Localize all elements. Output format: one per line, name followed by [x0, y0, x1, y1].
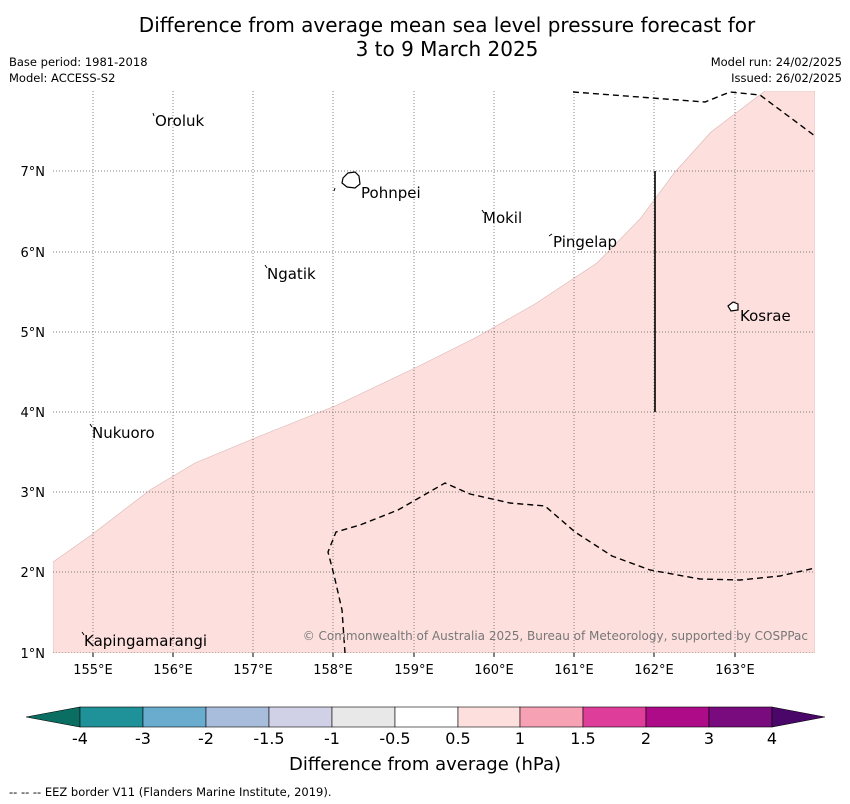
- place-mokil: Mokil: [483, 209, 522, 227]
- kosrae-island: [727, 301, 739, 312]
- colorbar-title: Difference from average (hPa): [288, 754, 562, 775]
- colorbar-segment: [708, 706, 773, 728]
- model-name: Model: ACCESS-S2: [9, 71, 116, 85]
- meta-right: Model run: 24/02/2025 Issued: 26/02/2025: [711, 54, 842, 86]
- colorbar-tick-label: 1: [514, 729, 526, 748]
- lat-label: 2°N: [21, 566, 46, 581]
- issued-date: Issued: 26/02/2025: [731, 71, 842, 85]
- colorbar-segment: [142, 706, 207, 728]
- lat-label: 1°N: [21, 647, 46, 662]
- lon-label: 160°E: [474, 663, 514, 678]
- colorbar-segment: [645, 706, 710, 728]
- lon-label: 157°E: [233, 663, 273, 678]
- lon-label: 161°E: [554, 663, 594, 678]
- place-nukuoro: Nukuoro: [92, 424, 155, 442]
- place-labels: Oroluk Pohnpei Mokil Pingelap Ngatik Kos…: [84, 112, 791, 650]
- colorbar-tick-label: -4: [72, 729, 88, 748]
- base-period: Base period: 1981-2018: [9, 55, 148, 69]
- colorbar-labels: -4 -3 -2 -1.5 -1 -0.5 0.5 1 1.5 2 3 4: [0, 729, 850, 751]
- colorbar-tick-label: 3: [703, 729, 715, 748]
- colorbar-tick-label: 1.5: [570, 729, 596, 748]
- lon-label: 159°E: [394, 663, 434, 678]
- longitude-labels: 155°E 156°E 157°E 158°E 159°E 160°E 161°…: [73, 663, 755, 678]
- title-line-1: Difference from average mean sea level p…: [138, 13, 756, 37]
- colorbar-tick-label: -0.5: [379, 729, 411, 748]
- tick-marks: [92, 653, 736, 657]
- colorbar-tick-label: -1: [324, 729, 340, 748]
- place-kapingamarangi: Kapingamarangi: [84, 632, 207, 650]
- colorbar-segment: [582, 706, 647, 728]
- place-pingelap: Pingelap: [553, 233, 617, 251]
- atoll-marks: [81, 112, 553, 636]
- colorbar-tick-label: -1.5: [253, 729, 285, 748]
- colorbar-segment: [394, 706, 459, 728]
- place-ngatik: Ngatik: [267, 265, 316, 283]
- grid-lines: [53, 91, 815, 653]
- colorbar-tick-label: 4: [766, 729, 778, 748]
- model-run: Model run: 24/02/2025: [710, 55, 842, 69]
- lat-label: 4°N: [21, 406, 46, 421]
- colorbar-segment: [25, 706, 81, 728]
- colorbar-segment: [79, 706, 144, 728]
- colorbar-segment: [205, 706, 270, 728]
- colorbar-tick-label: 0.5: [445, 729, 471, 748]
- lat-label: 6°N: [21, 246, 46, 261]
- map-title: Difference from average mean sea level p…: [0, 13, 850, 61]
- colorbar: [25, 706, 826, 728]
- lat-label: 5°N: [21, 326, 46, 341]
- eez-borders: [327, 91, 815, 653]
- place-kosrae: Kosrae: [740, 307, 791, 325]
- lat-label: 7°N: [21, 165, 46, 180]
- meta-left: Base period: 1981-2018 Model: ACCESS-S2: [9, 54, 148, 86]
- eez-footnote: -- -- -- EEZ border V11 (Flanders Marine…: [9, 785, 332, 799]
- place-oroluk: Oroluk: [155, 112, 204, 130]
- lon-label: 163°E: [715, 663, 755, 678]
- colorbar-segment: [331, 706, 396, 728]
- colorbar-segment: [457, 706, 521, 728]
- colorbar-segment: [268, 706, 333, 728]
- lon-label: 156°E: [153, 663, 193, 678]
- place-pohnpei: Pohnpei: [361, 184, 421, 202]
- title-line-2: 3 to 9 March 2025: [355, 37, 539, 61]
- lon-label: 155°E: [73, 663, 113, 678]
- pohnpei-island: [341, 171, 361, 189]
- colorbar-tick-label: 2: [640, 729, 652, 748]
- lon-label: 158°E: [313, 663, 353, 678]
- lat-label: 3°N: [21, 486, 46, 501]
- lon-label: 162°E: [634, 663, 674, 678]
- pressure-anomaly-area: [53, 91, 815, 653]
- colorbar-segment: [771, 706, 826, 728]
- islet-mark: [333, 187, 336, 192]
- latitude-labels: 7°N 6°N 5°N 4°N 3°N 2°N 1°N: [21, 165, 46, 662]
- colorbar-segment: [519, 706, 584, 728]
- colorbar-tick-label: -3: [135, 729, 151, 748]
- colorbar-tick-label: -2: [198, 729, 214, 748]
- copyright-credit: © Commonwealth of Australia 2025, Bureau…: [303, 629, 808, 643]
